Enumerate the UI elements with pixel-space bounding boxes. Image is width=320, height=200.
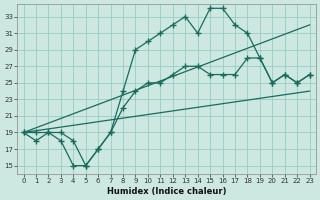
X-axis label: Humidex (Indice chaleur): Humidex (Indice chaleur)	[107, 187, 226, 196]
